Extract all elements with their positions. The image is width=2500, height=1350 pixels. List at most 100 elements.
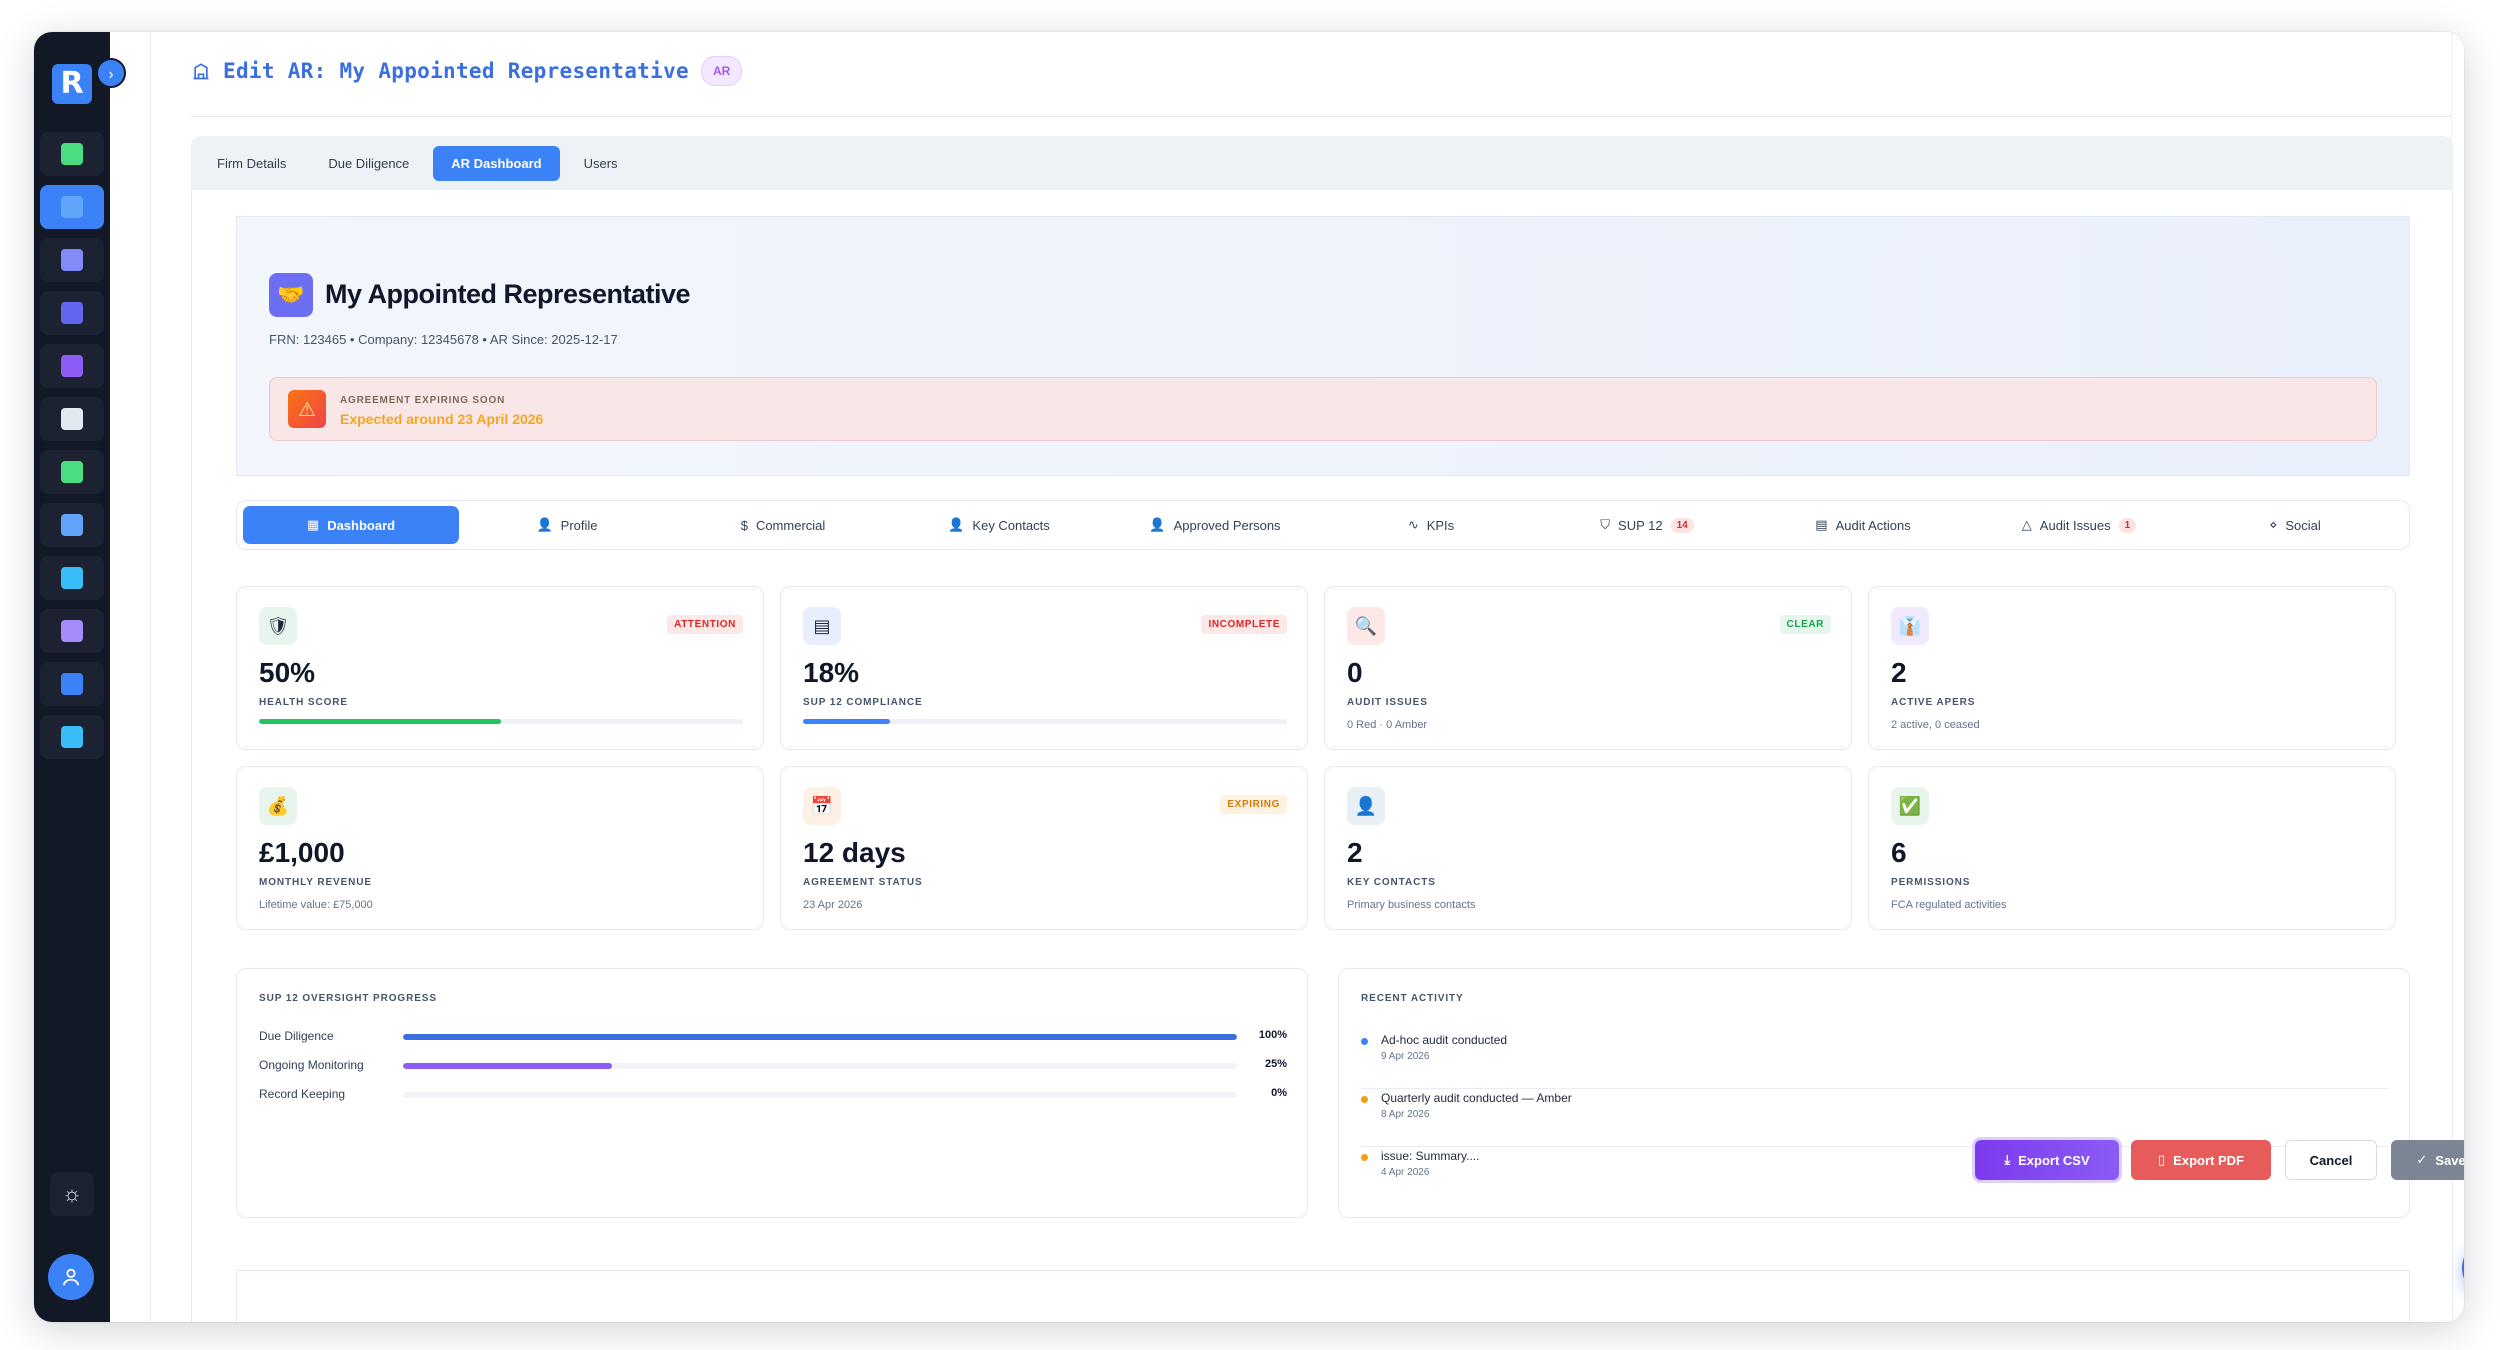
activity-item[interactable]: Ad-hoc audit conducted 9 Apr 2026 [1361,1031,2389,1089]
dashboard-panel: 🤝 My Appointed Representative FRN: 12346… [191,190,2453,1322]
target-icon [61,673,83,695]
sidebar-item-target[interactable] [40,662,104,706]
metric-subtext: 0 Red · 0 Amber [1347,719,1428,731]
oversight-row: Ongoing Monitoring 25% [259,1058,1287,1076]
sidebar-item-list[interactable] [40,609,104,653]
oversight-track [403,1063,1237,1069]
sidebar-item-users[interactable] [40,238,104,282]
metric-value: 2 [1891,657,1907,688]
metric-value: 6 [1891,837,1907,868]
subtab-label: Dashboard [327,517,396,533]
user-icon [62,1268,80,1286]
count-badge: 1 [2118,517,2137,533]
tab-due-diligence[interactable]: Due Diligence [328,155,410,171]
status-badge: ATTENTION [667,615,743,634]
news-icon [61,408,83,430]
subtab-commercial[interactable]: $ Commercial [675,506,891,544]
sidebar-item-shield[interactable] [40,291,104,335]
theme-toggle-sun-icon[interactable]: ☼ [50,1172,94,1216]
subtab-sup-12[interactable]: ⛉ SUP 12 14 [1539,506,1755,544]
sidebar-item-ledger[interactable] [40,132,104,176]
oversight-title: SUP 12 OVERSIGHT PROGRESS [259,993,437,1004]
subtab-label: SUP 12 [1618,517,1663,533]
activity-date: 8 Apr 2026 [1381,1109,1430,1120]
metric-subtext: 2 active, 0 ceased [1891,719,1980,731]
report-icon [61,567,83,589]
subtab-key-contacts[interactable]: 👤 Key Contacts [891,506,1107,544]
subtab-social[interactable]: ⋄ Social [2187,506,2403,544]
subtab-label: Profile [560,517,598,533]
list-icon [61,620,83,642]
sidebar-item-chart[interactable] [40,503,104,547]
activity-title: Quarterly audit conducted — Amber [1381,1091,1572,1105]
ar-summary-hero: 🤝 My Appointed Representative FRN: 12346… [236,216,2410,476]
metric-value: £1,000 [259,837,345,868]
chat-button[interactable] [2462,1238,2464,1298]
status-badge: CLEAR [1779,615,1831,634]
oversight-track [403,1092,1237,1098]
ledger-icon [61,143,83,165]
saved-label: Saved [2435,1152,2464,1168]
metric-icon: 👔 [1891,607,1929,645]
activity-title: issue: Summary.... [1381,1149,1480,1163]
metric-label: MONTHLY REVENUE [259,877,372,888]
activity-item[interactable]: issue: Summary.... 4 Apr 2026 [1361,1147,2389,1205]
subtab-profile[interactable]: 👤 Profile [459,506,675,544]
metric-icon: 💰 [259,787,297,825]
metric-icon: 🔍 [1347,607,1385,645]
export-csv-button[interactable]: ⤓ Export CSV [1975,1140,2119,1180]
metric-label: HEALTH SCORE [259,697,348,708]
sidebar-item-clipboard[interactable] [40,344,104,388]
sidebar-expand-button[interactable]: › [96,58,126,88]
metric-progress-bar [259,719,743,724]
subtab-approved-persons[interactable]: 👤 Approved Persons [1107,506,1323,544]
tab-firm-details[interactable]: Firm Details [217,155,287,171]
metric-subtext: FCA regulated activities [1891,899,2007,911]
subtab-label: Approved Persons [1173,517,1281,533]
subtab-label: Audit Issues [2039,517,2111,533]
activity-date: 9 Apr 2026 [1381,1051,1430,1062]
metric-card: ▤ INCOMPLETE 18% SUP 12 COMPLIANCE [780,586,1308,750]
tab-ar-dashboard[interactable]: AR Dashboard [433,145,560,181]
saved-button[interactable]: ✓ Saved [2391,1140,2464,1180]
tab-users[interactable]: Users [583,155,618,171]
sidebar-item-news[interactable] [40,397,104,441]
metric-label: AGREEMENT STATUS [803,877,923,888]
activity-dot-icon [1361,1038,1368,1045]
export-pdf-label: Export PDF [2173,1152,2244,1168]
subtab-label: Commercial [755,517,826,533]
footer-bar [236,1270,2410,1322]
subtab-kpis[interactable]: ∿ KPIs [1323,506,1539,544]
subtab-audit-actions[interactable]: ▤ Audit Actions [1755,506,1971,544]
metric-value: 0 [1347,657,1363,688]
subtab-dashboard[interactable]: ▦ Dashboard [243,506,459,544]
oversight-row: Due Diligence 100% [259,1029,1287,1047]
activity-title: RECENT ACTIVITY [1361,993,1464,1004]
sidebar-item-screen[interactable] [40,715,104,759]
export-csv-label: Export CSV [2018,1152,2090,1168]
metric-card: 🔍 CLEAR 0 AUDIT ISSUES 0 Red · 0 Amber [1324,586,1852,750]
activity-item[interactable]: Quarterly audit conducted — Amber 8 Apr 2… [1361,1089,2389,1147]
content-shell: Edit AR: My Appointed Representative AR … [150,32,2464,1322]
alert-subtitle: Expected around 23 April 2026 [340,411,544,427]
oversight-percent: 100% [1258,1029,1287,1041]
sup12-oversight-card: SUP 12 OVERSIGHT PROGRESS Due Diligence 1… [236,968,1308,1218]
building-icon [61,196,83,218]
social-tab-icon: ⋄ [2269,517,2278,532]
metric-label: AUDIT ISSUES [1347,697,1428,708]
sidebar-item-building[interactable] [40,185,104,229]
page-title: Edit AR: My Appointed Representative [223,59,689,83]
metric-value: 18% [803,657,860,688]
user-avatar[interactable] [48,1254,94,1300]
subtab-audit-issues[interactable]: △ Audit Issues 1 [1971,506,2187,544]
export-pdf-button[interactable]: ▯ Export PDF [2131,1140,2271,1180]
oversight-track [403,1034,1237,1040]
cancel-button[interactable]: Cancel [2285,1140,2377,1180]
sidebar-item-report[interactable] [40,556,104,600]
sidebar-item-card[interactable] [40,450,104,494]
metric-value: 12 days [803,837,906,868]
app-logo[interactable]: R [52,64,92,104]
metric-subtext: 23 Apr 2026 [803,899,863,911]
header-divider [191,116,2453,117]
oversight-row: Record Keeping 0% [259,1087,1287,1105]
